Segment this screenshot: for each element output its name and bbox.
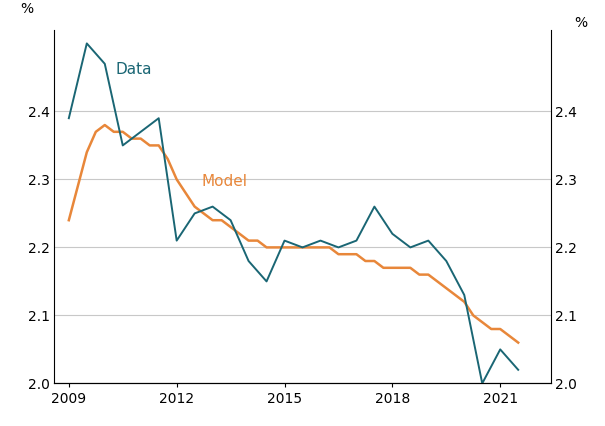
Data <box>173 238 180 243</box>
Model <box>65 218 73 223</box>
Data <box>317 238 324 243</box>
Data <box>209 204 216 209</box>
Model <box>506 333 513 338</box>
Model <box>218 218 225 223</box>
Data <box>335 245 342 250</box>
Line: Data: Data <box>69 43 518 383</box>
Model <box>209 218 216 223</box>
Model <box>101 122 108 127</box>
Data <box>281 238 288 243</box>
Line: Model: Model <box>69 125 518 343</box>
Data <box>515 367 522 372</box>
Data <box>497 347 504 352</box>
Data <box>389 231 396 236</box>
Model <box>173 177 180 182</box>
Data <box>155 115 162 121</box>
Model <box>515 340 522 345</box>
Data <box>371 204 378 209</box>
Data <box>227 218 234 223</box>
Data <box>479 381 486 386</box>
Text: Model: Model <box>202 174 248 189</box>
Data <box>425 238 432 243</box>
Data <box>460 293 468 298</box>
Data <box>83 41 90 46</box>
Data <box>191 211 198 216</box>
Data <box>65 115 73 121</box>
Model <box>371 259 378 264</box>
Data <box>353 238 360 243</box>
Y-axis label: %: % <box>574 16 587 30</box>
Text: Data: Data <box>116 62 152 77</box>
Model <box>397 265 405 271</box>
Data <box>137 129 145 134</box>
Data <box>299 245 306 250</box>
Data <box>245 259 252 264</box>
Y-axis label: %: % <box>21 2 34 16</box>
Data <box>101 61 108 66</box>
Data <box>263 279 270 284</box>
Data <box>443 259 450 264</box>
Data <box>119 143 126 148</box>
Data <box>407 245 414 250</box>
